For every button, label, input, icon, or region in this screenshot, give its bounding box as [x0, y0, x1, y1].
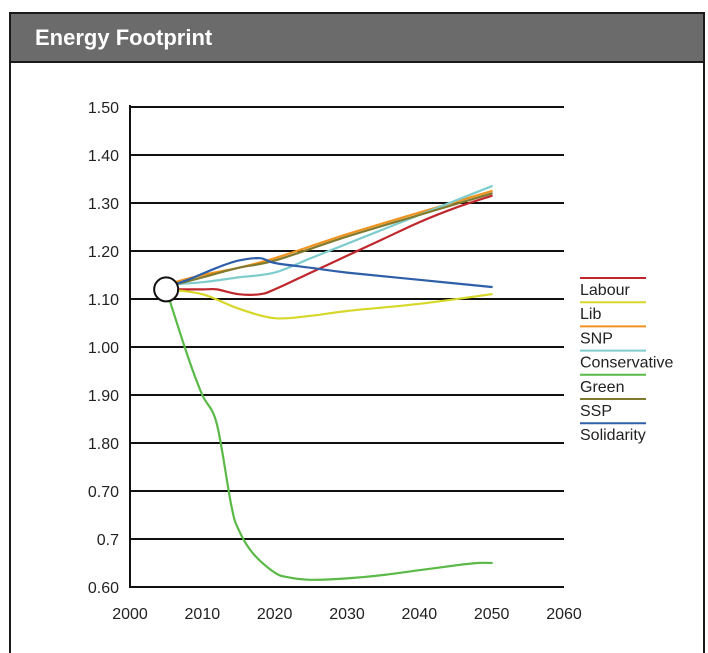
x-tick-label: 2010	[185, 606, 221, 623]
legend-label: Solidarity	[580, 427, 646, 444]
panel-header: Energy Footprint	[11, 14, 703, 63]
y-tick-label: 1.80	[88, 436, 119, 453]
legend-label: Lib	[580, 306, 601, 323]
y-tick-label: 1.90	[88, 388, 119, 405]
gridlines	[130, 106, 564, 540]
x-tick-label: 2040	[402, 606, 438, 623]
x-tick-label: 2050	[474, 606, 510, 623]
series-line-lib	[165, 288, 493, 320]
x-tick-label: 2060	[546, 606, 582, 623]
y-tick-label: 1.30	[88, 196, 119, 213]
series-line-labour	[165, 194, 493, 296]
y-tick-labels: 0.60 0.7 0.70 1.80 1.90 1.00 1.10 1.20 1.30 1.40 1…	[88, 100, 119, 597]
series-lines	[165, 185, 493, 581]
legend-label: SSP	[580, 403, 612, 420]
y-tick-label: 1.20	[88, 244, 119, 261]
y-tick-label: 1.40	[88, 148, 119, 165]
legend-label: Labour	[580, 282, 630, 299]
x-tick-label: 2000	[112, 606, 148, 623]
x-tick-labels: 2000 2010 2020 2030 2040 2050 2060	[112, 606, 582, 623]
x-tick-label: 2020	[257, 606, 293, 623]
start-marker-group	[153, 276, 180, 303]
start-marker	[153, 276, 180, 303]
y-tick-label: 1.50	[88, 100, 119, 117]
series-line-solidarity	[165, 257, 493, 289]
series-line-ssp	[165, 192, 493, 289]
legend: Labour Lib SNP Conservative Green SSP Solidari…	[580, 277, 673, 444]
legend-label: SNP	[580, 330, 613, 347]
chart-title: Energy Footprint	[35, 25, 213, 50]
legend-label: Green	[580, 379, 624, 396]
y-tick-label: 0.70	[88, 484, 119, 501]
chart-panel: Energy Footprint	[9, 12, 705, 653]
series-line-green	[165, 288, 493, 581]
x-tick-label: 2030	[329, 606, 365, 623]
y-tick-label: 0.7	[97, 532, 119, 549]
y-tick-label: 1.10	[88, 292, 119, 309]
y-tick-label: 1.00	[88, 340, 119, 357]
legend-label: Conservative	[580, 355, 673, 372]
y-tick-label: 0.60	[88, 580, 119, 597]
axes	[129, 105, 564, 588]
